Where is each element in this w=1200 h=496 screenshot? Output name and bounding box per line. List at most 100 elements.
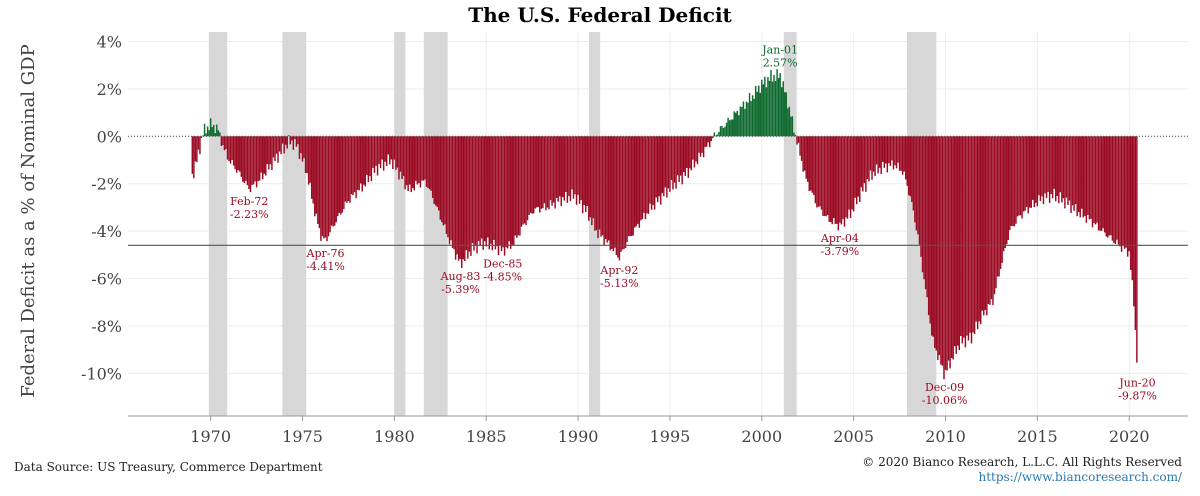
deficit-bar bbox=[1084, 136, 1086, 216]
deficit-bar bbox=[543, 136, 546, 204]
deficit-bar bbox=[725, 122, 728, 137]
deficit-bar bbox=[771, 81, 774, 137]
deficit-bar bbox=[630, 136, 633, 237]
deficit-bar bbox=[1007, 136, 1009, 241]
deficit-bar bbox=[978, 136, 980, 322]
deficit-bar bbox=[517, 136, 520, 236]
deficit-bar bbox=[1013, 136, 1016, 227]
deficit-bar bbox=[565, 136, 567, 193]
deficit-bar bbox=[813, 136, 815, 195]
deficit-bar bbox=[793, 132, 795, 137]
deficit-bar bbox=[695, 136, 697, 162]
chart-title: The U.S. Federal Deficit bbox=[468, 3, 732, 27]
deficit-bar bbox=[836, 136, 838, 224]
deficit-bar bbox=[364, 136, 367, 187]
deficit-bar bbox=[268, 136, 270, 170]
deficit-bar bbox=[356, 136, 359, 190]
annotation-value: -4.85% bbox=[483, 270, 522, 283]
deficit-bar bbox=[935, 136, 938, 351]
deficit-bar bbox=[635, 136, 637, 227]
deficit-bar bbox=[225, 136, 227, 150]
deficit-bar bbox=[601, 136, 604, 236]
deficit-bar bbox=[898, 136, 901, 171]
deficit-bar bbox=[199, 136, 201, 155]
deficit-bar bbox=[1068, 136, 1071, 201]
deficit-bar bbox=[851, 136, 853, 210]
deficit-bar bbox=[678, 136, 680, 182]
deficit-bar bbox=[594, 136, 596, 231]
deficit-bar bbox=[903, 136, 905, 172]
deficit-bar bbox=[882, 136, 884, 162]
deficit-bar bbox=[367, 136, 370, 183]
annotation-value: -5.39% bbox=[441, 283, 480, 296]
deficit-bar bbox=[260, 136, 262, 173]
deficit-bar bbox=[641, 136, 644, 220]
deficit-bar bbox=[222, 136, 224, 146]
deficit-bar bbox=[663, 136, 665, 197]
deficit-bar bbox=[871, 136, 873, 180]
deficit-bar bbox=[401, 136, 403, 180]
deficit-bar bbox=[996, 136, 999, 277]
deficit-bar bbox=[1006, 136, 1008, 245]
deficit-bar bbox=[748, 93, 751, 137]
deficit-bar bbox=[470, 136, 472, 256]
deficit-bar bbox=[966, 136, 968, 336]
deficit-bar bbox=[1067, 136, 1069, 205]
website-link[interactable]: https://www.biancoresearch.com/ bbox=[978, 470, 1182, 484]
deficit-bar bbox=[741, 106, 743, 137]
annotation-date: Feb-72 bbox=[230, 195, 268, 208]
deficit-bar bbox=[289, 136, 292, 145]
deficit-bar bbox=[464, 136, 466, 262]
deficit-bar bbox=[1010, 136, 1013, 226]
deficit-bar bbox=[692, 136, 694, 160]
deficit-bar bbox=[920, 136, 922, 257]
deficit-bar bbox=[196, 136, 198, 163]
deficit-bar bbox=[670, 136, 673, 180]
deficit-bar bbox=[990, 136, 993, 300]
deficit-bar bbox=[450, 136, 452, 241]
deficit-bar bbox=[213, 124, 215, 137]
deficit-bar bbox=[592, 136, 595, 219]
deficit-bar bbox=[924, 136, 927, 290]
deficit-bar bbox=[672, 136, 674, 190]
deficit-bar bbox=[370, 136, 373, 182]
deficit-bar bbox=[337, 136, 339, 217]
deficit-bar bbox=[514, 136, 517, 236]
deficit-bar bbox=[277, 136, 279, 163]
deficit-bar bbox=[908, 136, 910, 196]
deficit-bar bbox=[318, 136, 321, 229]
deficit-bar bbox=[926, 136, 928, 298]
deficit-bar bbox=[598, 136, 601, 230]
deficit-bar bbox=[800, 136, 803, 161]
deficit-bar bbox=[529, 136, 532, 213]
deficit-bar bbox=[967, 136, 970, 341]
deficit-bar bbox=[548, 136, 550, 210]
deficit-bar bbox=[839, 136, 841, 223]
deficit-bar bbox=[569, 136, 572, 202]
deficit-bar bbox=[346, 136, 348, 203]
deficit-bar bbox=[408, 136, 411, 185]
deficit-bar bbox=[1111, 136, 1114, 241]
deficit-bar bbox=[505, 136, 507, 248]
deficit-bar bbox=[1062, 136, 1065, 199]
deficit-bar bbox=[209, 118, 212, 137]
deficit-bar bbox=[208, 130, 210, 137]
deficit-bar bbox=[491, 136, 494, 251]
deficit-bar bbox=[286, 136, 288, 149]
deficit-bar bbox=[1079, 136, 1081, 218]
deficit-bar bbox=[560, 136, 562, 207]
deficit-bar bbox=[1021, 136, 1023, 219]
deficit-bar bbox=[306, 136, 308, 174]
deficit-bar bbox=[278, 136, 281, 152]
annotation-date: Jan-01 bbox=[761, 43, 798, 56]
deficit-bar bbox=[275, 136, 278, 154]
deficit-bar bbox=[770, 70, 772, 137]
deficit-bar bbox=[761, 79, 763, 137]
deficit-bar bbox=[1094, 136, 1097, 225]
deficit-bar bbox=[269, 136, 272, 165]
deficit-bar bbox=[828, 136, 830, 222]
deficit-bar bbox=[1088, 136, 1091, 220]
deficit-bar bbox=[191, 136, 194, 174]
deficit-bar bbox=[759, 92, 761, 137]
deficit-bar bbox=[969, 136, 971, 333]
